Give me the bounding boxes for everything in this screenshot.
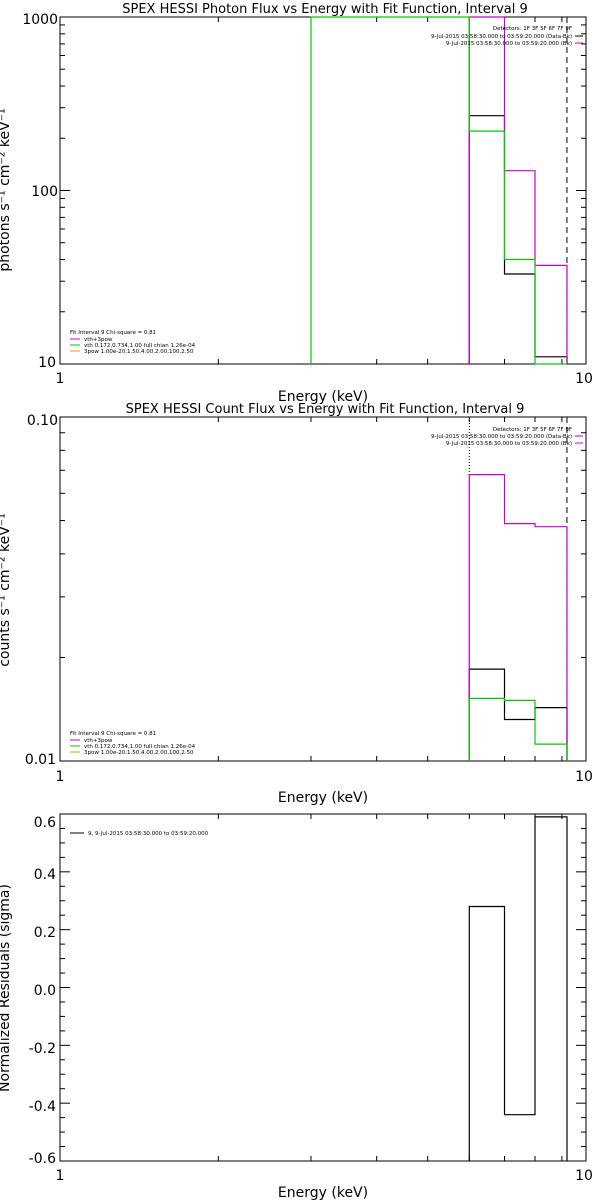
count-ytick-001: 0.01 <box>25 752 56 768</box>
photon-ylabel: photons s⁻¹ cm⁻² keV⁻¹ <box>0 108 13 271</box>
photon-flux-panel: SPEX HESSI Photon Flux vs Energy with Fi… <box>0 2 593 405</box>
photon-xtick-1: 1 <box>56 371 65 387</box>
residuals-legend-1: 9, 9-Jul-2015 03:58:30.000 to 03:59:20.0… <box>88 831 209 837</box>
photon-xtick-10: 10 <box>575 371 593 387</box>
series-step-2 <box>468 697 568 761</box>
count-detectors: Detectors: 1F 3F 5F 6F 7F 9F <box>493 427 572 433</box>
photon-ytick-1000: 1000 <box>22 12 58 28</box>
count-ylabel: counts s⁻¹ cm⁻² keV⁻¹ <box>0 513 13 667</box>
photon-time-legend-1: 9-Jul-2015 03:58:30.000 to 03:59:20.000 … <box>431 34 572 40</box>
photon-time-legend-2: 9-Jul-2015 03:58:30.000 to 03:59:20.000 … <box>446 41 572 47</box>
photon-series <box>310 16 568 365</box>
photon-ytick-100: 100 <box>31 184 58 200</box>
residuals-series <box>468 816 568 1161</box>
count-fit-legend-3: vth 0.172,0.734,1.00 full chian 1.26e-04 <box>84 744 196 750</box>
residuals-panel: 0.6 0.4 0.2 0.0 -0.2 -0.4 -0.6 1 10 Ener… <box>0 813 593 1200</box>
residuals-ytick-02: 0.2 <box>34 925 56 941</box>
photon-detectors: Detectors: 1F 3F 5F 6F 7F 9F <box>493 26 572 32</box>
count-xtick-1: 1 <box>56 769 65 785</box>
series-step-2 <box>310 16 567 365</box>
count-fit-legend-2: vth+3pow <box>84 738 113 744</box>
residuals-ylabel: Normalized Residuals (sigma) <box>0 884 13 1092</box>
residuals-ytick-m04: -0.4 <box>29 1099 56 1115</box>
photon-xlabel: Energy (keV) <box>278 389 368 405</box>
photon-fit-legend-2: vth+3pow <box>84 337 113 343</box>
series-step-1 <box>468 16 568 364</box>
residuals-ytick-m06: -0.6 <box>29 1151 56 1167</box>
photon-fit-legend-3: vth 0.172,0.734,1.00 full chian 1.26e-04 <box>84 343 196 349</box>
count-ytick-010: 0.10 <box>27 413 58 429</box>
count-flux-title: SPEX HESSI Count Flux vs Energy with Fit… <box>126 402 525 417</box>
residuals-ytick-06: 0.6 <box>34 815 56 831</box>
count-plot-frame <box>59 416 587 762</box>
residuals-ytick-04: 0.4 <box>34 867 56 883</box>
count-ticks <box>59 416 587 762</box>
count-time-legend-2: 9-Jul-2015 03:58:30.000 to 03:59:20.000 … <box>446 441 572 447</box>
count-fit-legend-1: Fit Interval 9 Chi-square = 0.81 <box>70 731 156 737</box>
series-step-0 <box>468 115 568 364</box>
residuals-ticks <box>59 813 587 1162</box>
series-step-0 <box>468 816 568 1161</box>
count-series <box>468 417 568 761</box>
photon-ticks <box>59 16 587 365</box>
residuals-ytick-m02: -0.2 <box>29 1041 56 1057</box>
residuals-xtick-1: 1 <box>56 1168 65 1184</box>
count-xlabel: Energy (keV) <box>278 790 368 806</box>
series-step-0 <box>468 668 568 761</box>
residuals-xlabel: Energy (keV) <box>278 1185 368 1200</box>
photon-plot-frame <box>59 16 587 365</box>
residuals-plot-frame <box>59 813 587 1162</box>
residuals-ytick-00: 0.0 <box>34 983 56 999</box>
count-time-legend-1: 9-Jul-2015 03:58:30.000 to 03:59:20.000 … <box>431 434 572 440</box>
photon-ytick-10: 10 <box>38 355 56 371</box>
residuals-xtick-10: 10 <box>575 1168 593 1184</box>
series-step-1 <box>468 474 568 761</box>
photon-fit-legend-4: 3pow 1.00e-20,1.50,4.00,2.00,100,2.50 <box>84 349 194 355</box>
photon-fit-legend-1: Fit Interval 9 Chi-square = 0.81 <box>70 330 156 336</box>
photon-flux-title: SPEX HESSI Photon Flux vs Energy with Fi… <box>122 2 528 17</box>
count-xtick-10: 10 <box>575 769 593 785</box>
count-flux-panel: SPEX HESSI Count Flux vs Energy with Fit… <box>0 402 593 806</box>
count-fit-legend-4: 3pow 1.00e-20,1.50,4.00,2.00,100,2.50 <box>84 750 194 756</box>
